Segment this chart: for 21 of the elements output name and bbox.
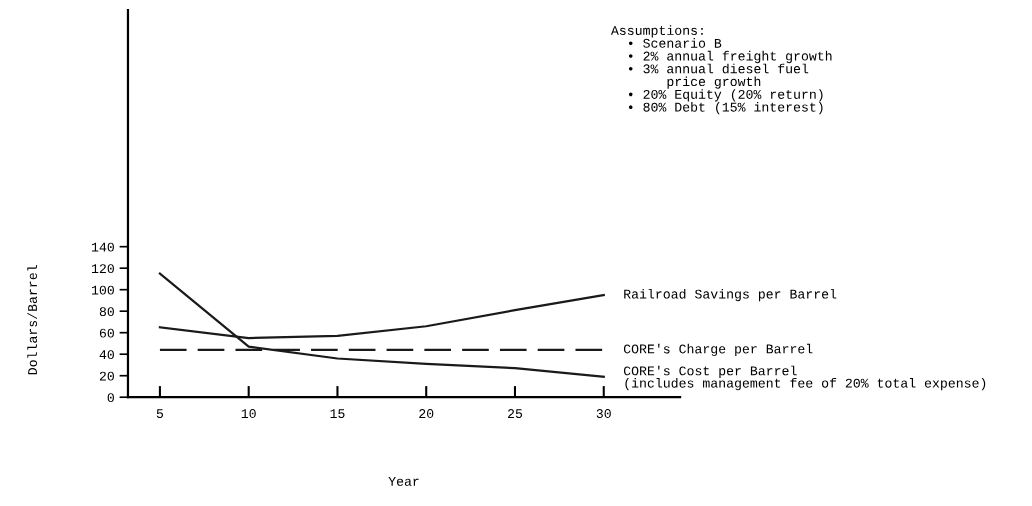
y-tick-label: 140	[91, 242, 114, 252]
y-tick-label: 120	[91, 264, 114, 274]
series-label: CORE's Cost per Barrel (includes management fee of 20% total expense)	[623, 365, 986, 391]
y-tick-label: 100	[91, 285, 114, 295]
x-tick-label: 30	[596, 409, 611, 419]
y-tick-label: 0	[107, 393, 114, 403]
x-tick-label: 5	[156, 409, 164, 419]
x-tick-label: 10	[241, 409, 256, 419]
x-tick-label: 20	[419, 409, 434, 419]
y-tick-label: 60	[99, 328, 114, 338]
x-tick-label: 15	[330, 409, 345, 419]
series-label: Railroad Savings per Barrel	[624, 288, 837, 302]
annotation: Assumptions: • Scenario B • 2% annual freight growth • 3% annual diesel fuel price growth • 20% Equity (20% return) • 80% Debt (15% interest)	[610, 25, 832, 115]
x-axis-title: Year	[388, 477, 419, 486]
y-axis-title: Dollars/Barrel	[27, 265, 38, 375]
series-label: CORE's Charge per Barrel	[623, 343, 813, 357]
y-tick-label: 40	[99, 350, 114, 360]
y-tick-label: 80	[99, 307, 114, 317]
y-tick-label: 20	[99, 371, 114, 381]
line-series	[158, 272, 605, 378]
x-tick-label: 25	[507, 409, 523, 419]
